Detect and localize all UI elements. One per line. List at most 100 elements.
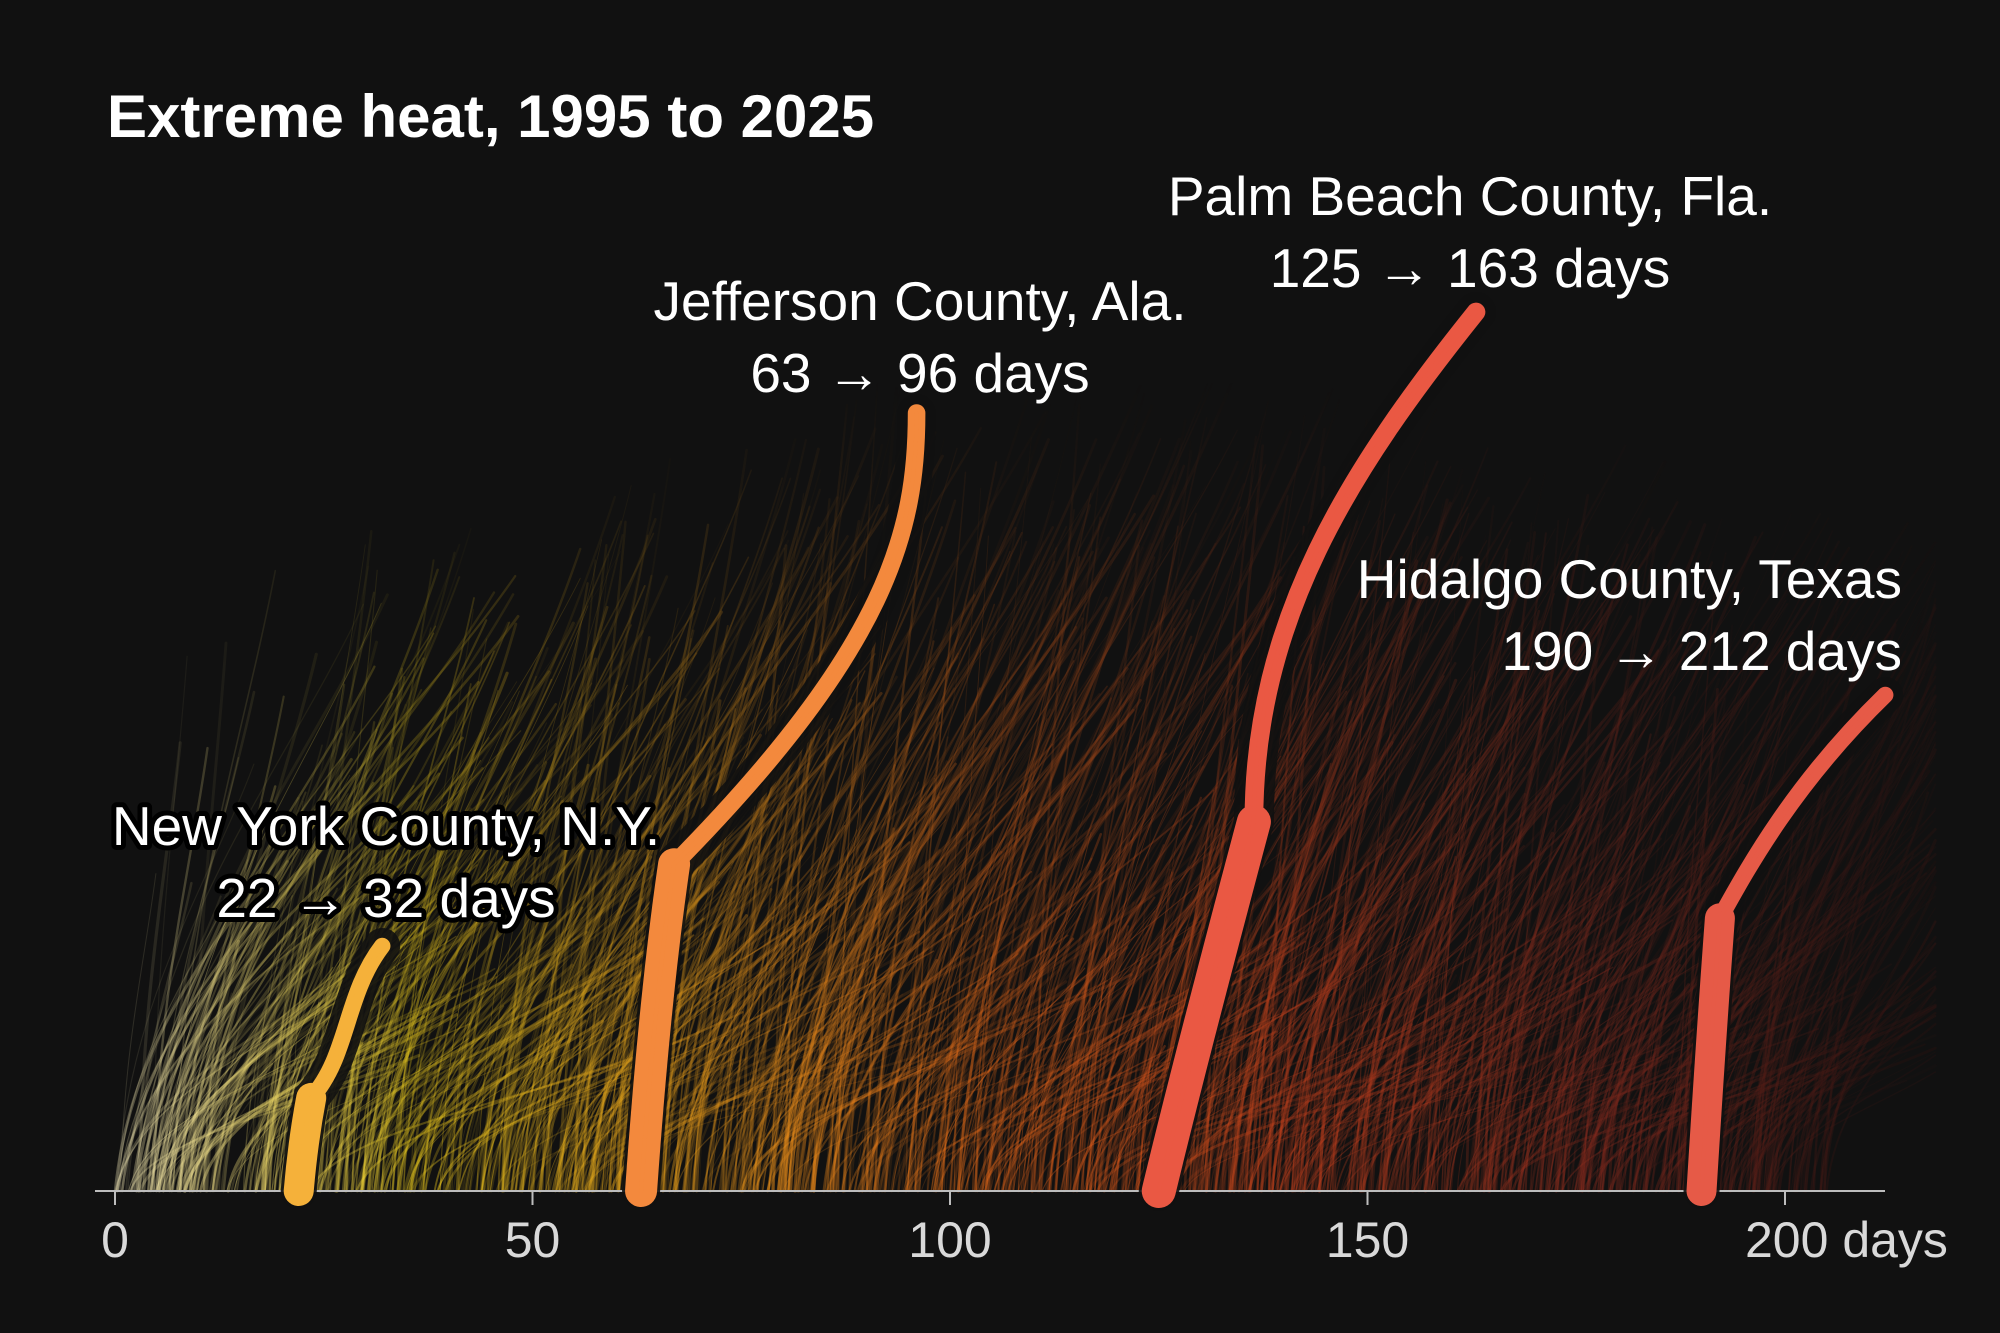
background-county-strand	[410, 761, 548, 1193]
background-county-strand	[1535, 518, 1723, 1192]
background-county-strand	[218, 744, 323, 1192]
background-county-strand	[662, 780, 793, 1192]
background-county-strand	[1787, 663, 1937, 1193]
background-county-strand	[1321, 942, 1603, 1192]
background-county-strand	[1487, 588, 1790, 1193]
background-county-strand	[1218, 936, 1373, 1193]
background-county-strand	[1482, 493, 1590, 1193]
background-county-strand	[1662, 1047, 1867, 1192]
background-county-strand	[1555, 678, 1721, 1193]
chart-title: Extreme heat, 1995 to 2025	[107, 83, 874, 150]
background-county-strand	[1370, 565, 1564, 1193]
background-county-strand	[202, 695, 285, 1193]
x-tick-label: 50	[505, 1212, 561, 1268]
background-county-strand	[932, 858, 1227, 1192]
background-county-strand	[1088, 525, 1179, 1192]
background-county-strand	[559, 837, 900, 1192]
background-county-strand	[468, 539, 790, 1193]
background-county-strand	[253, 640, 379, 1193]
background-county-strand	[1492, 599, 1787, 1192]
background-county-strand	[976, 437, 1032, 1192]
background-county-strand	[489, 829, 812, 1193]
background-county-strand	[810, 887, 942, 1192]
background-county-strand	[863, 1022, 1172, 1193]
background-county-strand	[1810, 998, 1912, 1193]
background-county-strand	[497, 703, 581, 1192]
x-tick-label: 0	[101, 1212, 129, 1268]
background-county-strand	[830, 403, 1051, 1193]
background-county-strand	[1561, 739, 1900, 1192]
background-county-strand	[910, 530, 1017, 1192]
background-county-strand	[1430, 817, 1780, 1192]
background-county-strand	[1529, 663, 1682, 1192]
background-county-strand	[752, 949, 1089, 1192]
background-county-strand	[172, 569, 277, 1192]
background-county-strand	[1765, 603, 1937, 1193]
background-county-strand	[406, 1019, 587, 1193]
highlight-strand-part	[639, 411, 919, 1193]
background-county-strand	[930, 967, 1086, 1192]
background-county-strand	[1016, 884, 1053, 1192]
background-county-strand	[1619, 853, 1937, 1193]
background-county-strand	[1256, 579, 1621, 1192]
background-county-strand	[964, 931, 1305, 1192]
background-county-strand	[249, 800, 304, 1192]
background-county-strand	[1764, 573, 1844, 1193]
background-county-strand	[1531, 584, 1799, 1192]
background-county-strand	[1731, 860, 1937, 1193]
background-county-strand	[1486, 543, 1629, 1193]
background-county-strand	[547, 492, 656, 1193]
background-county-strand	[325, 770, 580, 1192]
background-county-strand	[154, 787, 523, 1193]
background-county-strand	[318, 933, 674, 1193]
background-county-strand	[1284, 800, 1412, 1193]
background-county-strand	[1002, 1061, 1117, 1193]
highlight-strand-part	[1156, 310, 1478, 1193]
background-county-strand	[1634, 582, 1858, 1193]
background-county-strand	[588, 774, 937, 1193]
background-county-strand	[1256, 663, 1313, 1192]
background-county-strand	[501, 582, 589, 1193]
highlighted-counties	[280, 292, 1904, 1211]
background-county-strand	[953, 535, 989, 1192]
background-county-strand	[718, 687, 955, 1192]
background-county-strand	[1081, 544, 1140, 1193]
background-county-strand	[442, 575, 669, 1193]
background-county-strand	[363, 722, 548, 1192]
background-county-strand	[777, 976, 815, 1192]
background-county-strand	[157, 988, 344, 1193]
background-county-strand	[234, 982, 414, 1192]
x-axis-ticks: 0 50 100 150 200 days	[101, 1191, 1948, 1268]
background-county-strand	[1012, 820, 1081, 1192]
background-county-strand	[183, 944, 358, 1192]
county-name-label: New York County, N.Y.	[112, 795, 660, 857]
background-county-strand	[1514, 581, 1708, 1192]
background-county-strand	[663, 438, 808, 1193]
background-county-strand	[1298, 650, 1526, 1192]
background-county-strand	[906, 429, 1238, 1192]
background-county-strand	[1279, 804, 1566, 1193]
highlight-strand	[622, 394, 936, 1210]
background-county-strand	[157, 785, 415, 1192]
background-county-strand	[866, 686, 1234, 1192]
background-county-strand	[155, 757, 239, 1192]
background-county-strand	[1661, 987, 1873, 1192]
background-county-strand	[373, 610, 724, 1193]
background-county-strand	[1517, 519, 1560, 1192]
background-county-strand	[448, 517, 657, 1193]
background-county-strand	[1614, 795, 1718, 1192]
background-county-strand	[1429, 586, 1745, 1192]
county-name-label: Jefferson County, Ala.	[653, 270, 1186, 332]
background-county-strand	[137, 741, 182, 1193]
background-county-strand	[538, 475, 909, 1193]
background-county-strand	[884, 589, 1060, 1193]
background-county-strand	[136, 892, 482, 1193]
background-county-strand	[743, 979, 1109, 1193]
background-county-strand	[1793, 869, 1937, 1193]
background-county-strand	[1138, 500, 1371, 1192]
background-county-strand	[341, 891, 465, 1193]
background-county-strand	[1381, 984, 1487, 1193]
background-county-strand	[1346, 643, 1683, 1193]
background-county-strand	[397, 804, 672, 1193]
background-county-strand	[1004, 620, 1153, 1192]
